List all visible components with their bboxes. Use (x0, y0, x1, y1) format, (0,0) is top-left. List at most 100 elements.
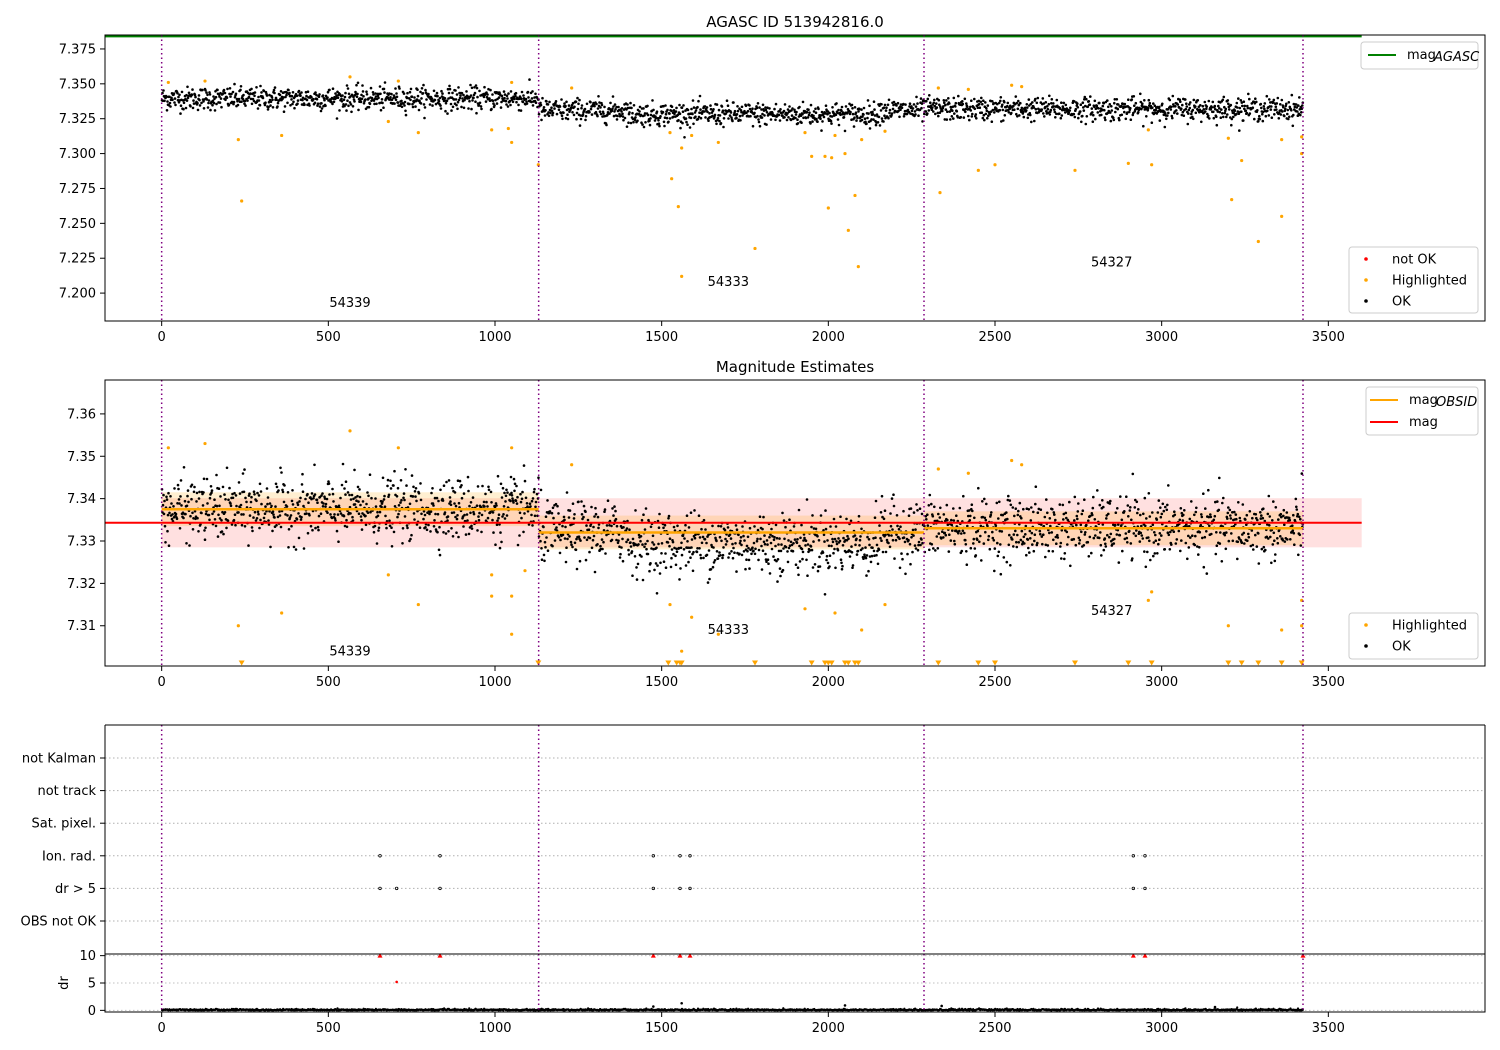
ok-point (1053, 110, 1057, 114)
highlighted-point (680, 649, 684, 653)
ok-point (557, 512, 560, 515)
ok-point (165, 95, 168, 99)
ok-point (1054, 535, 1058, 539)
ok-point (1198, 546, 1201, 549)
ok-point (345, 525, 349, 529)
ok-point (684, 117, 688, 120)
ok-point (397, 512, 400, 516)
ok-point (223, 511, 227, 514)
ok-point (188, 544, 191, 547)
ok-point (419, 102, 423, 105)
ok-point (672, 115, 675, 119)
ok-point (1026, 116, 1030, 120)
ok-point (1174, 105, 1177, 108)
ok-point (969, 109, 973, 112)
ok-point (1047, 549, 1051, 553)
ok-point (966, 524, 969, 528)
ok-point (178, 527, 182, 530)
ok-point (1275, 102, 1279, 105)
ok-point (221, 485, 225, 489)
ok-point (483, 85, 486, 89)
ok-point (768, 107, 771, 110)
ok-point (211, 99, 215, 103)
ok-point (1204, 507, 1207, 510)
ok-point (194, 517, 197, 521)
ok-point (704, 116, 707, 119)
ok-point (212, 95, 215, 98)
ok-point (725, 540, 729, 543)
ok-point (680, 106, 684, 109)
ok-point (545, 536, 548, 539)
ok-point (748, 104, 751, 107)
ok-point (504, 500, 507, 503)
ok-point (961, 100, 964, 103)
ok-point (347, 104, 350, 108)
ok-point (297, 536, 301, 540)
ok-point (684, 564, 688, 567)
ok-point (1145, 115, 1148, 118)
ok-point (666, 108, 669, 112)
ok-point (1128, 529, 1131, 533)
ok-point (190, 483, 194, 487)
ok-point (1242, 100, 1246, 103)
ok-point (830, 544, 833, 548)
ok-point (700, 527, 703, 531)
below-range-markers (238, 660, 1305, 666)
x-tick-label: 3000 (1145, 330, 1178, 345)
ok-point (711, 114, 714, 118)
below-range-marker (828, 660, 835, 666)
ok-point (793, 108, 796, 112)
ok-point (1059, 545, 1062, 548)
ok-point (523, 512, 526, 515)
ok-point (477, 515, 480, 518)
ok-point (169, 105, 172, 108)
ok-point (642, 513, 645, 516)
ok-point (755, 106, 759, 110)
ok-point (436, 530, 439, 534)
ok-point (745, 544, 749, 548)
ok-point (979, 524, 983, 528)
ok-point (796, 118, 799, 121)
ok-point (463, 513, 466, 517)
ok-point (958, 506, 962, 510)
ok-point (467, 532, 471, 536)
ok-point (452, 511, 456, 514)
below-range-marker (1298, 660, 1305, 666)
ok-point (875, 543, 879, 547)
ok-point (814, 527, 818, 531)
ok-point (1090, 107, 1094, 110)
ok-point (457, 501, 461, 505)
ok-point (751, 107, 754, 110)
ok-point (580, 500, 583, 503)
ok-point (1018, 501, 1022, 505)
ok-point (731, 542, 734, 546)
ok-point (664, 566, 668, 569)
ok-point (1082, 544, 1086, 547)
ok-point (593, 515, 596, 518)
ok-point (304, 497, 307, 501)
ok-point (679, 126, 682, 130)
legend-label: mag (1409, 393, 1438, 408)
ok-point (299, 518, 303, 521)
ok-point (754, 547, 757, 551)
ok-point (476, 485, 480, 488)
ok-point (858, 107, 861, 111)
ok-point (564, 104, 567, 108)
ok-point (423, 513, 427, 517)
ok-point (1018, 114, 1021, 117)
highlighted-point (680, 146, 684, 150)
ok-point (432, 504, 435, 507)
ok-point (531, 497, 535, 500)
ok-point (1076, 102, 1079, 105)
ok-point (734, 542, 737, 545)
ok-point (1001, 513, 1005, 517)
ok-point (1237, 97, 1240, 100)
ok-point (590, 113, 594, 116)
ok-point (324, 104, 327, 108)
ok-point (942, 536, 945, 539)
ok-point (1203, 100, 1207, 104)
ok-point (533, 514, 537, 518)
ok-point (428, 103, 432, 106)
ok-point (884, 109, 888, 112)
ok-point (796, 538, 799, 541)
